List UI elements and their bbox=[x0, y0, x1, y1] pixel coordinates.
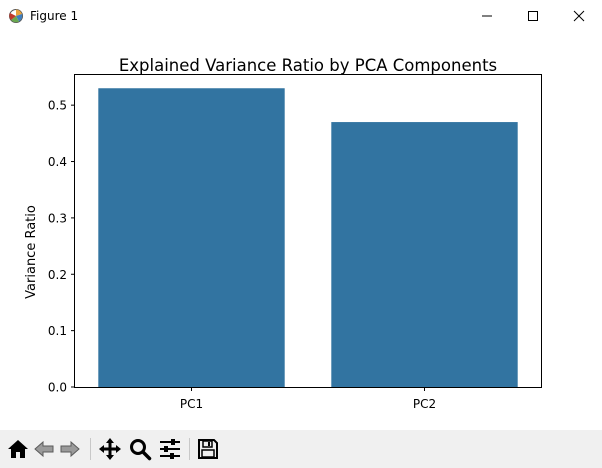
y-tick-label: 0.4 bbox=[48, 155, 67, 169]
close-icon bbox=[573, 10, 585, 22]
y-axis-label: Variance Ratio bbox=[24, 205, 39, 299]
y-tick-label: 0.3 bbox=[48, 211, 67, 225]
figure-canvas: Explained Variance Ratio by PCA Componen… bbox=[0, 32, 602, 430]
bar-pc1 bbox=[98, 88, 285, 387]
navigation-toolbar bbox=[0, 430, 602, 468]
y-axis-ticks: 0.0 0.1 0.2 0.3 0.4 0.5 bbox=[48, 99, 75, 395]
pan-button[interactable] bbox=[98, 437, 122, 461]
y-tick-label: 0.5 bbox=[48, 99, 67, 113]
maximize-icon bbox=[528, 11, 538, 21]
matplotlib-figure-icon bbox=[8, 8, 24, 24]
y-tick-label: 0.1 bbox=[48, 324, 67, 338]
minimize-button[interactable] bbox=[464, 0, 510, 32]
save-button[interactable] bbox=[196, 437, 220, 461]
minimize-icon bbox=[482, 15, 492, 17]
save-floppy-icon bbox=[198, 439, 218, 459]
plot-frame bbox=[74, 74, 542, 388]
window-title: Figure 1 bbox=[30, 9, 79, 23]
pan-move-icon bbox=[99, 438, 121, 460]
close-button[interactable] bbox=[556, 0, 602, 32]
back-button[interactable] bbox=[32, 437, 56, 461]
zoom-button[interactable] bbox=[128, 437, 152, 461]
forward-arrow-icon bbox=[60, 440, 80, 458]
y-tick-label: 0.2 bbox=[48, 268, 67, 282]
home-button[interactable] bbox=[6, 437, 30, 461]
bar-chart: Explained Variance Ratio by PCA Componen… bbox=[24, 56, 542, 411]
maximize-button[interactable] bbox=[510, 0, 556, 32]
x-tick-label: PC1 bbox=[180, 397, 203, 411]
zoom-magnifier-icon bbox=[130, 439, 152, 461]
bar-series bbox=[98, 88, 518, 387]
toolbar-separator bbox=[189, 438, 190, 460]
configure-subplots-button[interactable] bbox=[158, 437, 182, 461]
forward-button[interactable] bbox=[58, 437, 82, 461]
toolbar-separator bbox=[90, 438, 91, 460]
x-axis-ticks: PC1 PC2 bbox=[180, 387, 436, 411]
y-tick-label: 0.0 bbox=[48, 381, 67, 395]
chart-title: Explained Variance Ratio by PCA Componen… bbox=[119, 56, 497, 75]
window-titlebar: Figure 1 bbox=[0, 0, 602, 32]
bar-pc2 bbox=[331, 122, 518, 387]
configure-subplots-icon bbox=[160, 439, 180, 459]
home-icon bbox=[8, 440, 28, 458]
back-arrow-icon bbox=[34, 440, 54, 458]
x-tick-label: PC2 bbox=[413, 397, 436, 411]
